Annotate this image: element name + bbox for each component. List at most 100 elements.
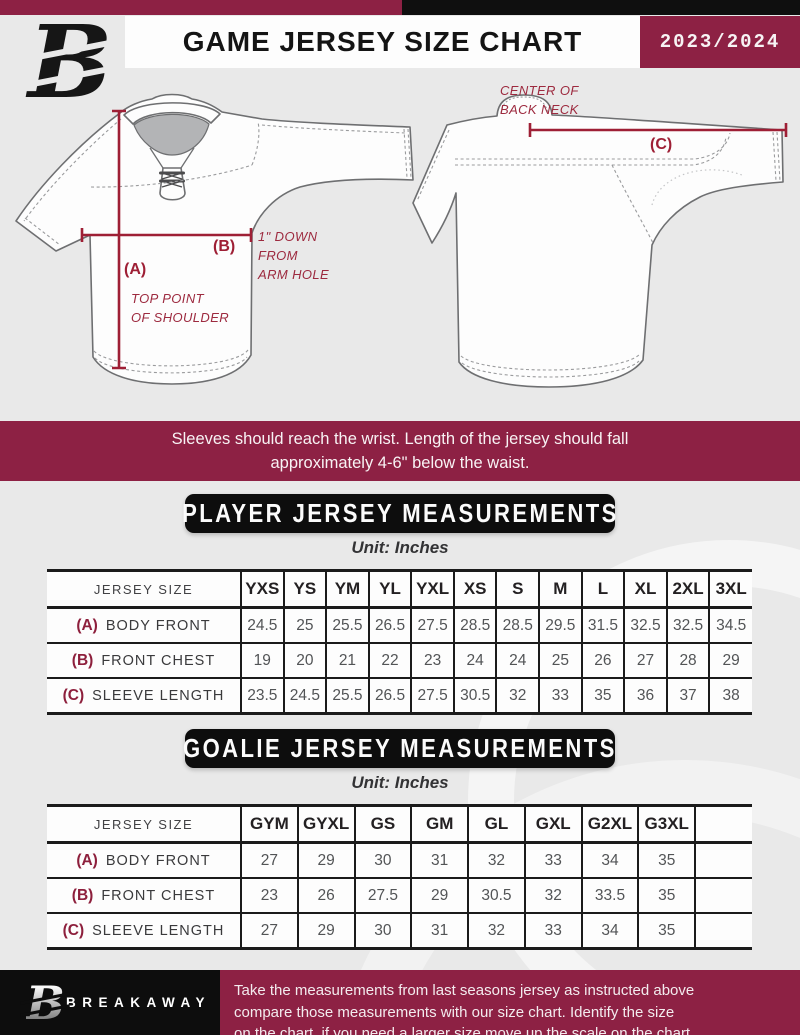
label-a: (A) <box>124 261 147 278</box>
size-header: M <box>538 570 582 608</box>
top-color-band <box>0 0 800 15</box>
row-label: (B) FRONT CHEST <box>47 878 241 913</box>
brand-name: BREAKAWAY <box>66 995 212 1010</box>
measurement-cell: 28 <box>665 643 710 678</box>
measurement-line-b <box>80 228 253 242</box>
top-point-caption: TOP POINT OF SHOULDER <box>131 291 230 325</box>
measurement-lines <box>80 109 788 370</box>
collar-band <box>123 102 221 125</box>
size-header <box>694 805 752 843</box>
measurement-cell: 31.5 <box>580 607 625 643</box>
size-header: YXS <box>240 570 284 608</box>
player-section-title: PLAYER JERSEY MEASUREMENTS <box>181 498 619 528</box>
footer-instructions-panel: Take the measurements from last seasons … <box>220 970 800 1035</box>
measurement-cell: 27 <box>240 842 298 878</box>
player-unit-label: Unit: Inches <box>351 538 449 557</box>
size-column-header: JERSEY SIZE <box>93 816 194 832</box>
measurement-cell: 32.5 <box>665 607 710 643</box>
notice-line: Sleeves should reach the wrist. Length o… <box>171 430 629 448</box>
size-header: L <box>580 570 625 608</box>
footer: B BREAKAWAY Take the measurements from l… <box>0 970 800 1035</box>
measurement-cell: 29.5 <box>538 607 582 643</box>
measurement-cell: 23 <box>410 643 454 678</box>
season-label: 2023/2024 <box>659 31 781 53</box>
size-header: G3XL <box>637 805 696 843</box>
row-label: (A) BODY FRONT <box>47 843 241 879</box>
size-header: XL <box>623 570 667 608</box>
size-header: YXL <box>410 570 454 608</box>
size-header: YS <box>282 570 327 608</box>
measurement-cell: 32 <box>467 842 525 878</box>
goalie-section-header: GOALIE JERSEY MEASUREMENTS <box>183 729 617 768</box>
size-header: GXL <box>523 805 582 843</box>
measurement-cell: 27.5 <box>410 678 454 714</box>
measurement-cell: 23.5 <box>240 678 284 714</box>
measurement-cell: 33 <box>523 913 582 949</box>
measurement-cell: 26.5 <box>367 678 412 714</box>
row-key: (C) <box>62 921 85 939</box>
measurement-cell: 37 <box>665 678 710 714</box>
row-name: BODY FRONT <box>105 852 211 869</box>
measurement-cell: 27 <box>623 643 667 678</box>
measurement-cell: 38 <box>708 678 752 714</box>
goalie-section-title: GOALIE JERSEY MEASUREMENTS <box>183 733 617 763</box>
goalie-measurements-table: JERSEY SIZE GYM GYXL GS GM GL GXL G2XL G3XL (A) BO… <box>47 804 752 950</box>
measurement-cell: 29 <box>296 842 355 878</box>
row-key: (B) <box>71 651 94 669</box>
row-name: FRONT CHEST <box>101 887 216 904</box>
measurement-cell: 24 <box>452 643 497 678</box>
row-key: (B) <box>71 886 94 904</box>
size-header: YL <box>367 570 412 608</box>
measurement-cell: 26 <box>296 878 355 913</box>
row-label: (C) SLEEVE LENGTH <box>47 678 241 714</box>
collar-inner <box>133 113 210 156</box>
logo-letter: B <box>26 976 65 1030</box>
measurement-line-a <box>112 109 126 370</box>
measurement-cell: 25.5 <box>325 607 369 643</box>
measurement-cell: 31 <box>410 913 469 949</box>
measurement-cell: 35 <box>637 878 696 913</box>
measurement-cell: 30.5 <box>467 878 525 913</box>
measurement-cell: 34.5 <box>708 607 752 643</box>
size-header: S <box>495 570 540 608</box>
measurement-cell: 25.5 <box>325 678 369 714</box>
front-seam-stitching <box>23 118 412 374</box>
arm-hole-caption: 1" DOWN FROM ARM HOLE <box>258 229 330 282</box>
measurement-cell: 34 <box>580 842 639 878</box>
breakaway-logo-icon: B <box>16 8 121 120</box>
measurement-cell: 27 <box>240 913 298 949</box>
front-jersey-illustration <box>15 93 414 385</box>
measurement-cell: 30 <box>353 842 412 878</box>
measurement-cell: 19 <box>240 643 284 678</box>
measurement-cell: 28.5 <box>495 607 540 643</box>
size-header: GM <box>410 805 469 843</box>
row-key: (A) <box>76 616 98 634</box>
row-key: (A) <box>76 851 98 869</box>
measurement-cell: 28.5 <box>452 607 497 643</box>
measurement-cell: 33 <box>523 842 582 878</box>
measurement-cell: 35 <box>580 678 625 714</box>
measurement-cell: 33 <box>538 678 582 714</box>
breakaway-logo-icon: B <box>20 976 70 1030</box>
fit-notice-banner: Sleeves should reach the wrist. Length o… <box>0 421 800 481</box>
notice-line: approximately 4-6" below the waist. <box>270 454 530 472</box>
measurement-cell: 20 <box>282 643 327 678</box>
measurement-cell: 30 <box>353 913 412 949</box>
size-header: 2XL <box>665 570 710 608</box>
measurement-cell: 32 <box>495 678 540 714</box>
measurement-cell: 29 <box>410 878 469 913</box>
measurement-line-c <box>528 123 788 137</box>
page-title-bar: GAME JERSEY SIZE CHART <box>125 16 640 68</box>
season-badge: 2023/2024 <box>640 16 800 68</box>
label-c: (C) <box>650 136 673 153</box>
page-title: GAME JERSEY SIZE CHART <box>182 26 583 57</box>
measurement-cell: 29 <box>708 643 752 678</box>
footer-instruction-line: on the chart, if you need a larger size … <box>234 1025 691 1035</box>
measurement-cell: 27.5 <box>353 878 412 913</box>
size-column-header: JERSEY SIZE <box>93 581 194 597</box>
row-label: (C) SLEEVE LENGTH <box>47 913 241 949</box>
measurement-cell: 29 <box>296 913 355 949</box>
player-section-header: PLAYER JERSEY MEASUREMENTS <box>182 494 616 533</box>
collar-laces <box>159 171 185 188</box>
row-name: SLEEVE LENGTH <box>92 922 225 939</box>
